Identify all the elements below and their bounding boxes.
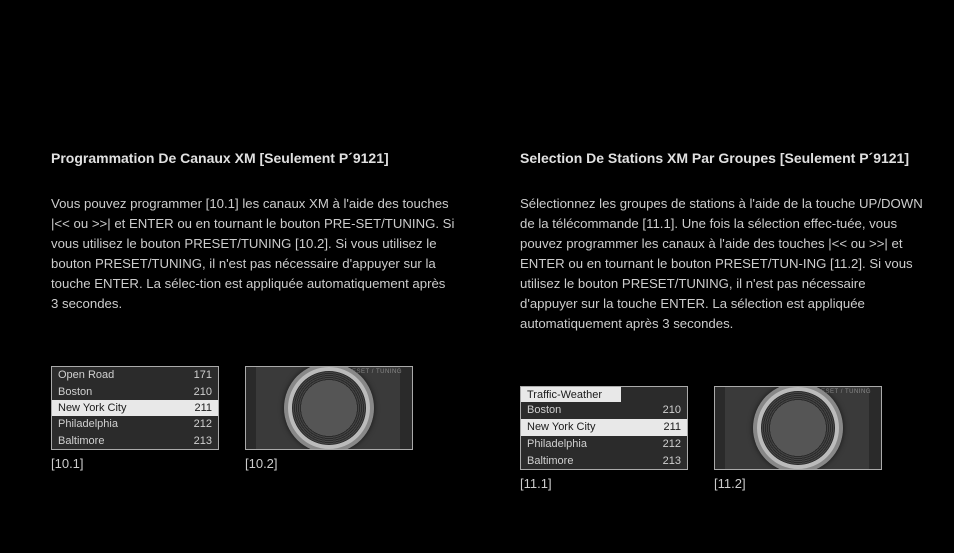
figure-10-2: PRESET / TUNING [10.2]: [245, 366, 413, 471]
list-row: Boston 210: [52, 383, 218, 399]
list-row-selected: New York City 211: [52, 400, 218, 416]
row-num: 213: [194, 435, 212, 447]
dial-icon: [284, 366, 374, 450]
dial-icon: [753, 386, 843, 470]
display-list-11-1: Traffic-Weather Boston 210 New York City…: [520, 386, 688, 470]
row-num: 213: [663, 455, 681, 467]
row-num: 211: [194, 402, 212, 414]
figure-label: [10.2]: [245, 456, 413, 471]
list-row: Open Road 171: [52, 367, 218, 383]
row-name: Boston: [58, 386, 92, 398]
row-name: Baltimore: [527, 455, 573, 467]
left-column: Programmation De Canaux XM [Seulement P´…: [51, 150, 455, 491]
row-name: Philadelphia: [58, 418, 118, 430]
list-row: Philadelphia 212: [521, 436, 687, 453]
tuning-dial-image: PRESET / TUNING: [245, 366, 413, 450]
left-body: Vous pouvez programmer [10.1] les canaux…: [51, 194, 455, 314]
display-list-10-1: Open Road 171 Boston 210 New York City 2…: [51, 366, 219, 450]
row-name: Baltimore: [58, 435, 104, 447]
right-column: Selection De Stations XM Par Groupes [Se…: [520, 150, 924, 491]
row-name: New York City: [527, 421, 595, 433]
list-header: Traffic-Weather: [521, 387, 621, 402]
row-name: Boston: [527, 404, 561, 416]
figure-label: [10.1]: [51, 456, 219, 471]
row-num: 171: [194, 369, 212, 381]
row-num: 210: [663, 404, 681, 416]
list-row: Boston 210: [521, 402, 687, 419]
list-row: Philadelphia 212: [52, 416, 218, 432]
row-name: Open Road: [58, 369, 114, 381]
figure-label: [11.1]: [520, 476, 688, 491]
figure-10-1: Open Road 171 Boston 210 New York City 2…: [51, 366, 219, 471]
row-name: Philadelphia: [527, 438, 587, 450]
list-row: Baltimore 213: [52, 433, 218, 449]
right-figures: Traffic-Weather Boston 210 New York City…: [520, 386, 924, 491]
figure-label: [11.2]: [714, 476, 882, 491]
page-content: Programmation De Canaux XM [Seulement P´…: [0, 0, 954, 491]
row-num: 212: [663, 438, 681, 450]
right-body: Sélectionnez les groupes de stations à l…: [520, 194, 924, 334]
list-row-selected: New York City 211: [521, 419, 687, 436]
left-figures: Open Road 171 Boston 210 New York City 2…: [51, 366, 455, 471]
row-num: 210: [194, 386, 212, 398]
row-num: 211: [663, 421, 681, 433]
right-heading: Selection De Stations XM Par Groupes [Se…: [520, 150, 924, 166]
figure-11-2: PRESET / TUNING [11.2]: [714, 386, 882, 491]
left-heading: Programmation De Canaux XM [Seulement P´…: [51, 150, 455, 166]
list-row: Baltimore 213: [521, 452, 687, 469]
row-num: 212: [194, 418, 212, 430]
figure-11-1: Traffic-Weather Boston 210 New York City…: [520, 386, 688, 491]
tuning-dial-image: PRESET / TUNING: [714, 386, 882, 470]
row-name: New York City: [58, 402, 126, 414]
